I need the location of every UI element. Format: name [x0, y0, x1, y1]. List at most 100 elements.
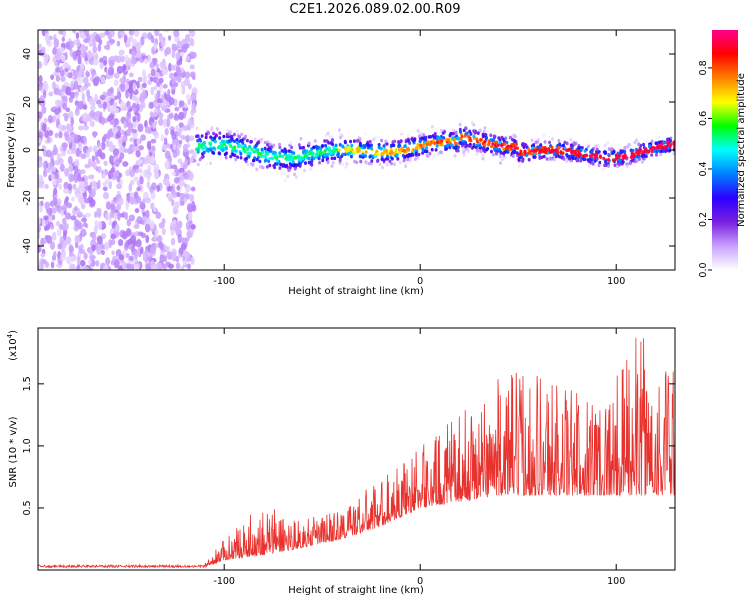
snr-scale-label: (x104) [6, 330, 19, 361]
spectrogram-cell [79, 181, 85, 187]
spectrogram-cell [280, 171, 284, 176]
spectrogram-cell [458, 122, 462, 127]
spectrogram-cell [168, 263, 175, 269]
spectrogram-cell [417, 146, 421, 150]
spectrogram-cell [222, 134, 226, 139]
spectrogram-cell [44, 234, 49, 240]
spectrogram-cell [129, 196, 135, 205]
spectrogram-cell [62, 232, 67, 241]
spectrogram-cell [118, 197, 124, 206]
spectrogram-cell [384, 139, 388, 143]
spectrogram-cell [627, 142, 631, 147]
spectrogram-cell [587, 164, 591, 168]
spectrogram-cell [274, 153, 278, 158]
spectrogram-cell [73, 80, 79, 90]
spectrogram-cell [108, 59, 115, 68]
spectrogram-cell [44, 184, 49, 190]
spectrogram-cell [150, 86, 155, 96]
spectrogram-cell [128, 255, 134, 261]
spectrogram-cell [432, 135, 436, 140]
spectrogram-xtick-label: -100 [213, 276, 235, 287]
spectrogram-cell [389, 150, 393, 155]
spectrogram-cell [100, 116, 105, 126]
spectrogram-cell [92, 145, 98, 153]
spectrogram-cell [484, 136, 488, 141]
spectrogram-cell [230, 137, 234, 141]
spectrogram-cell [114, 159, 120, 168]
spectrogram-cell [550, 137, 554, 141]
spectrogram-cell [91, 233, 97, 243]
spectrogram-cell [154, 171, 160, 180]
spectrogram-cell [38, 174, 44, 183]
spectrogram-cell [54, 159, 61, 166]
spectrogram-cell [315, 146, 319, 150]
spectrogram-cell [180, 112, 184, 120]
spectrogram-cell [570, 146, 574, 151]
spectrogram-cell [137, 76, 143, 83]
spectrogram-cell [219, 147, 223, 152]
spectrogram-cell [334, 147, 338, 152]
spectrogram-cell [63, 131, 69, 138]
spectrogram-cell [365, 161, 369, 165]
spectrogram-cell [339, 135, 343, 140]
spectrogram-cell [666, 140, 670, 145]
spectrogram-cell [461, 146, 465, 151]
spectrogram-cell [139, 246, 144, 255]
spectrogram-cell [330, 156, 334, 161]
spectrogram-cell [177, 236, 184, 243]
spectrogram-cell [116, 55, 122, 64]
spectrogram-cell [370, 143, 374, 148]
spectrogram-cell [337, 128, 341, 132]
spectrogram-cell [261, 165, 265, 170]
spectrogram-cell [650, 153, 654, 157]
spectrogram-cell [491, 138, 495, 142]
colorbar-tick-label: 0.8 [698, 60, 709, 75]
spectrogram-cell [163, 255, 168, 263]
spectrogram-cell [116, 40, 121, 47]
spectrogram-cell [150, 202, 155, 210]
spectrogram-cell [325, 157, 329, 162]
spectrogram-cell [350, 143, 354, 148]
spectrogram-xtick-label: 0 [417, 276, 423, 287]
spectrogram-cell [562, 157, 566, 161]
spectrogram-cell [188, 30, 194, 34]
spectrogram-cell [577, 152, 581, 157]
spectrogram-cell [60, 165, 64, 171]
spectrogram-cell [548, 149, 552, 154]
spectrogram-panel: -100 0 100 -40 -20 0 20 40 Height of straight … [6, 29, 676, 297]
spectrogram-marks [38, 30, 675, 270]
spectrogram-cell [430, 124, 434, 129]
spectrogram-cell [85, 70, 89, 78]
spectrogram-cell [94, 211, 98, 218]
spectrogram-cell [289, 140, 293, 145]
spectrogram-cell [83, 266, 90, 270]
spectrogram-cell [150, 34, 155, 44]
spectrogram-cell [604, 159, 608, 164]
spectrogram-cell [161, 228, 166, 236]
spectrogram-cell [102, 265, 109, 270]
spectrogram-cell [42, 168, 48, 178]
spectrogram-cell [493, 143, 497, 148]
spectrogram-cell [146, 140, 152, 150]
spectrogram-cell [102, 55, 108, 62]
spectrogram-cell [389, 144, 393, 148]
spectrogram-cell [53, 187, 58, 195]
spectrogram-cell [432, 153, 436, 157]
spectrogram-cell [244, 156, 248, 161]
spectrogram-cell [225, 129, 229, 133]
spectrogram-cell [283, 171, 287, 176]
spectrogram-cell [337, 148, 341, 152]
spectrogram-cell [60, 42, 67, 49]
spectrogram-cell [135, 239, 142, 248]
spectrogram-cell [530, 138, 534, 143]
spectrogram-cell [161, 105, 168, 112]
spectrogram-cell [310, 158, 314, 163]
spectrogram-cell [177, 67, 182, 77]
spectrogram-cell [170, 237, 176, 246]
spectrogram-cell [607, 157, 611, 162]
spectrogram-cell [109, 30, 115, 38]
spectrogram-cell [151, 182, 157, 190]
spectrogram-cell [472, 129, 476, 133]
spectrogram-cell [124, 54, 129, 61]
